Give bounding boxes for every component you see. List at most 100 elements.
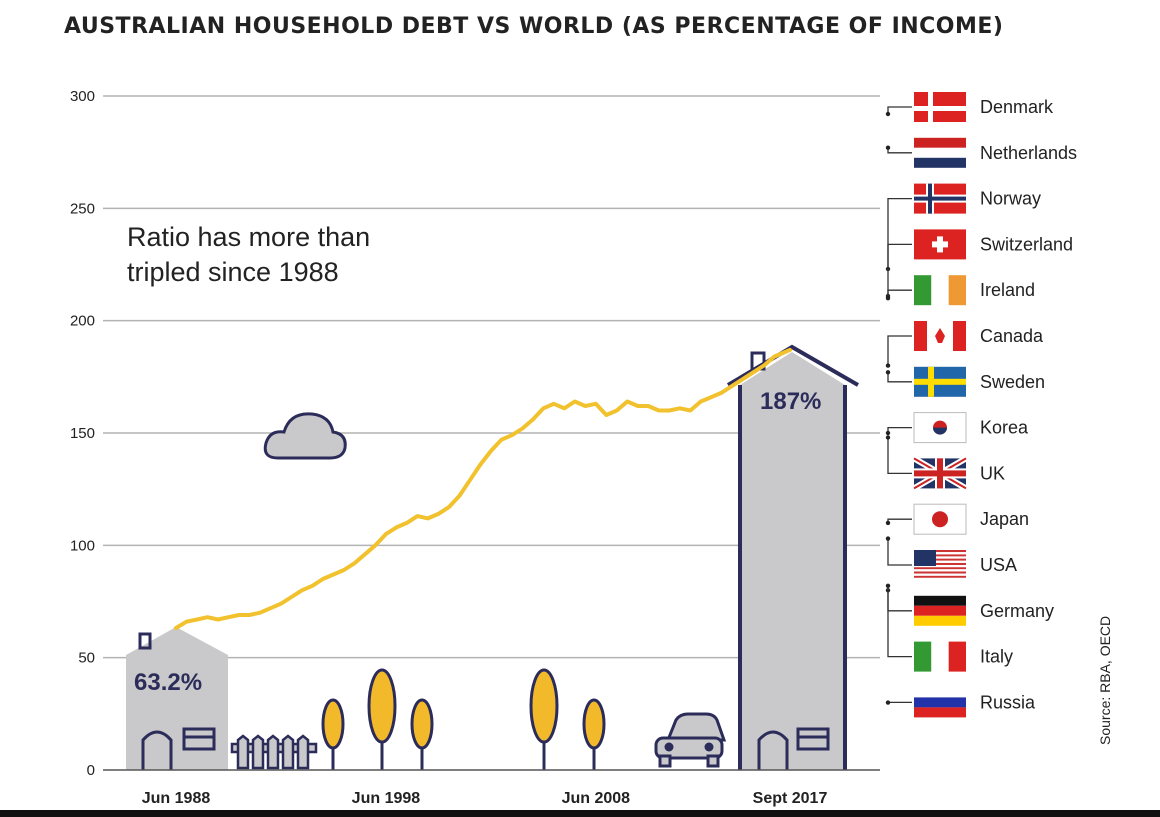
denmark-flag-icon xyxy=(914,92,966,122)
country-row: USA xyxy=(885,536,1017,580)
country-label: Netherlands xyxy=(980,143,1077,163)
leader-dot xyxy=(885,536,891,541)
car-icon xyxy=(654,712,727,768)
leader-line xyxy=(887,585,912,658)
y-tick-label: 250 xyxy=(70,200,95,217)
country-label: Russia xyxy=(980,692,1036,712)
country-row: Korea xyxy=(885,412,1029,444)
korea-flag-icon xyxy=(913,412,967,444)
end-value-label: 187% xyxy=(760,388,821,415)
leader-dot xyxy=(885,435,891,440)
germany-flag-icon xyxy=(914,595,966,626)
chart-title: AUSTRALIAN HOUSEHOLD DEBT VS WORLD (AS P… xyxy=(64,14,1004,39)
tree-icon xyxy=(582,698,606,770)
tree-icon xyxy=(367,668,397,770)
annotation-line-2: tripled since 1988 xyxy=(127,257,339,287)
leader-dot xyxy=(885,111,891,117)
japan-flag-icon xyxy=(913,503,967,535)
country-label: Norway xyxy=(980,189,1041,209)
country-label: Sweden xyxy=(980,372,1045,392)
country-label: Ireland xyxy=(980,280,1035,300)
country-label: Italy xyxy=(980,647,1013,667)
leader-dot xyxy=(885,520,891,526)
country-label: Switzerland xyxy=(980,234,1073,254)
country-row: Sweden xyxy=(885,366,1045,397)
series-line-australia xyxy=(174,347,792,630)
tree-icon xyxy=(321,698,345,770)
leader-line xyxy=(887,437,912,475)
leader-line xyxy=(887,426,912,433)
leader-line xyxy=(887,538,912,566)
country-row: Switzerland xyxy=(885,229,1073,299)
y-tick-label: 50 xyxy=(78,650,95,667)
x-tick-label: Jun 1988 xyxy=(142,790,211,807)
country-row: Ireland xyxy=(885,275,1035,306)
italy-flag-icon xyxy=(914,641,966,672)
start-value-label: 63.2% xyxy=(134,669,202,696)
country-label: USA xyxy=(980,555,1017,575)
switzerland-flag-icon xyxy=(914,229,966,260)
x-tick-label: Jun 1998 xyxy=(352,790,421,807)
source-note: Source: RBA, OECD xyxy=(1097,616,1113,745)
leader-line xyxy=(887,372,912,383)
leader-dot xyxy=(885,296,891,301)
uk-flag-icon xyxy=(912,455,968,491)
ireland-flag-icon xyxy=(914,275,966,306)
leader-line xyxy=(887,197,912,269)
house-2017-icon xyxy=(726,344,859,770)
y-tick-label: 300 xyxy=(70,88,95,105)
leader-line xyxy=(887,289,912,299)
leader-line xyxy=(887,243,912,296)
y-axis-ticks: 0 50 100 150 200 250 300 xyxy=(70,88,95,779)
leader-dot xyxy=(885,583,891,588)
country-row: Denmark xyxy=(885,92,1054,122)
country-label: Denmark xyxy=(980,97,1054,117)
country-label: Canada xyxy=(980,326,1044,346)
cloud-icon xyxy=(263,412,347,460)
country-row: Japan xyxy=(885,503,1029,535)
x-tick-label: Sept 2017 xyxy=(753,790,828,807)
sweden-flag-icon xyxy=(914,366,966,397)
x-tick-label: Jun 2008 xyxy=(562,790,631,807)
country-row: Italy xyxy=(885,583,1013,672)
fence-icon xyxy=(230,734,318,770)
canada-flag-icon xyxy=(914,321,966,351)
country-label: Korea xyxy=(980,418,1029,438)
annotation-line-1: Ratio has more than xyxy=(127,222,370,252)
leader-line xyxy=(887,147,912,154)
house-1988-icon xyxy=(126,627,228,770)
bottom-border xyxy=(0,810,1160,817)
country-row: Netherlands xyxy=(885,137,1077,168)
netherlands-flag-icon xyxy=(914,137,966,168)
trees xyxy=(321,668,606,770)
russia-flag-icon xyxy=(914,687,966,718)
country-row: Germany xyxy=(885,588,1054,626)
leader-line xyxy=(887,106,912,114)
y-tick-label: 200 xyxy=(70,313,95,330)
leader-dot xyxy=(885,700,891,705)
leader-dot xyxy=(885,145,891,150)
leader-line xyxy=(887,518,912,523)
leader-line xyxy=(887,335,912,366)
y-tick-label: 100 xyxy=(70,537,95,554)
leader-line xyxy=(887,590,912,612)
country-row: Russia xyxy=(885,687,1036,718)
y-tick-label: 150 xyxy=(70,425,95,442)
country-row: UK xyxy=(885,435,1005,491)
leader-dot xyxy=(885,363,891,368)
y-tick-label: 0 xyxy=(87,762,95,779)
tree-icon xyxy=(529,668,559,770)
norway-flag-icon xyxy=(914,183,966,214)
usa-flag-icon xyxy=(914,550,966,580)
tree-icon xyxy=(410,698,434,770)
country-row: Canada xyxy=(885,321,1044,368)
country-label: Germany xyxy=(980,601,1054,621)
country-label: Japan xyxy=(980,509,1029,529)
leader-dot xyxy=(885,370,891,375)
country-label: UK xyxy=(980,463,1005,483)
x-axis-ticks: Jun 1988 Jun 1998 Jun 2008 Sept 2017 xyxy=(142,790,828,807)
country-legend: Denmark Netherlands Norway Switzerland Irela… xyxy=(885,92,1077,718)
country-row: Norway xyxy=(885,183,1041,272)
leader-dot xyxy=(885,430,891,436)
